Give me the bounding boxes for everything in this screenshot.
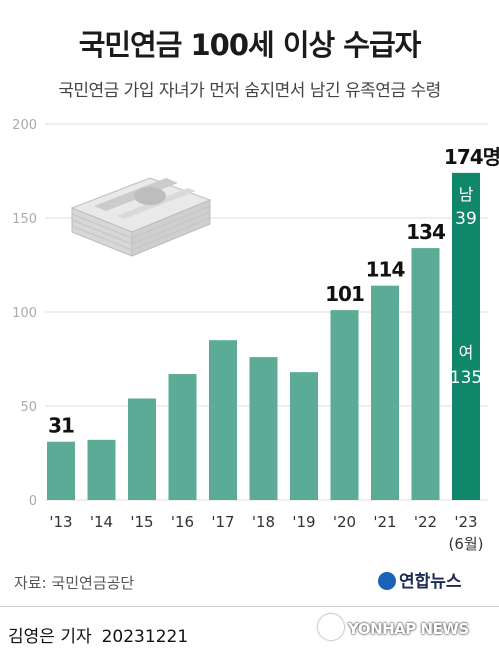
x-tick-label: '19 bbox=[292, 513, 315, 531]
byline: 김영은 기자 20231221 bbox=[8, 622, 188, 647]
breakdown-value: 39 bbox=[455, 209, 477, 229]
footer-divider bbox=[0, 606, 499, 607]
bar-chart: 0 50 100 150 200 '13 31 '14 '15 '16 '17 '18 '19 '20 10… bbox=[12, 118, 499, 553]
bar bbox=[371, 285, 399, 500]
y-tick-label: 0 bbox=[29, 494, 37, 509]
x-tick-label: '20 bbox=[333, 513, 356, 531]
data-label: 134 bbox=[406, 220, 445, 244]
breakdown-name: 남 bbox=[459, 185, 474, 204]
agency-ring-icon bbox=[318, 614, 344, 640]
breakdown-name: 여 bbox=[459, 343, 474, 362]
x-tick-label: '22 bbox=[414, 513, 437, 531]
y-tick-label: 200 bbox=[12, 118, 37, 133]
y-tick-label: 150 bbox=[12, 212, 37, 227]
data-label: 114 bbox=[366, 258, 405, 282]
x-tick-label: '18 bbox=[252, 513, 275, 531]
bar bbox=[168, 374, 197, 500]
bar bbox=[330, 310, 359, 500]
byline-date: 20231221 bbox=[101, 627, 189, 647]
x-tick-note: (6월) bbox=[448, 535, 483, 553]
y-tick-label: 50 bbox=[20, 400, 37, 415]
x-tick-label: '23 bbox=[454, 513, 477, 531]
bar bbox=[290, 372, 318, 500]
data-label: 101 bbox=[325, 282, 364, 306]
bar-highlight bbox=[452, 172, 480, 500]
yonhap-logo-icon bbox=[378, 572, 396, 590]
bar bbox=[128, 398, 156, 500]
bar bbox=[87, 439, 116, 500]
x-tick-label: '13 bbox=[49, 513, 72, 531]
bar bbox=[411, 248, 440, 500]
x-tick-label: '17 bbox=[211, 513, 234, 531]
x-tick-label: '15 bbox=[130, 513, 153, 531]
source-note: 자료: 국민연금공단 bbox=[14, 574, 135, 592]
bar bbox=[249, 357, 278, 500]
yonhap-logo: 연합뉴스 bbox=[378, 567, 462, 592]
byline-author: 김영은 기자 bbox=[8, 627, 92, 647]
chart-title: 국민연금 100세 이상 수급자 bbox=[78, 28, 422, 62]
x-tick-label: '21 bbox=[373, 513, 396, 531]
logo-text: 연합뉴스 bbox=[399, 572, 462, 592]
bar bbox=[47, 441, 75, 500]
data-label: 174명 bbox=[444, 145, 499, 169]
bar bbox=[209, 340, 237, 500]
breakdown-value: 135 bbox=[450, 368, 482, 388]
agency-mark-text: YONHAP NEWS bbox=[348, 620, 469, 638]
x-tick-label: '14 bbox=[90, 513, 113, 531]
y-tick-label: 100 bbox=[12, 306, 37, 321]
chart-subtitle: 국민연금 가입 자녀가 먼저 숨지면서 남긴 유족연금 수령 bbox=[58, 81, 441, 101]
x-tick-label: '16 bbox=[171, 513, 194, 531]
agency-watermark: YONHAP NEWS bbox=[318, 614, 469, 640]
data-label: 31 bbox=[48, 414, 74, 438]
money-stack-illustration bbox=[70, 177, 212, 257]
